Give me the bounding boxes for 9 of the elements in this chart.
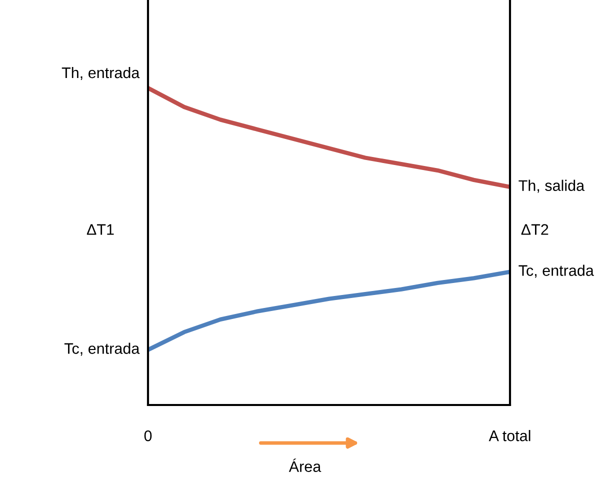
text: ΔT2 <box>521 224 548 235</box>
annotation: Th, entrada <box>62 66 140 80</box>
annotation: Tc, entrada <box>64 342 140 356</box>
x-tick-label: A total <box>488 430 530 442</box>
x-axis-title: Área <box>288 458 322 472</box>
x-tick-label: 0 <box>144 430 152 442</box>
text: ΔT1 <box>86 224 114 235</box>
annotation: Tc, entrada <box>518 264 594 278</box>
annotation: Th, salida <box>518 180 585 193</box>
